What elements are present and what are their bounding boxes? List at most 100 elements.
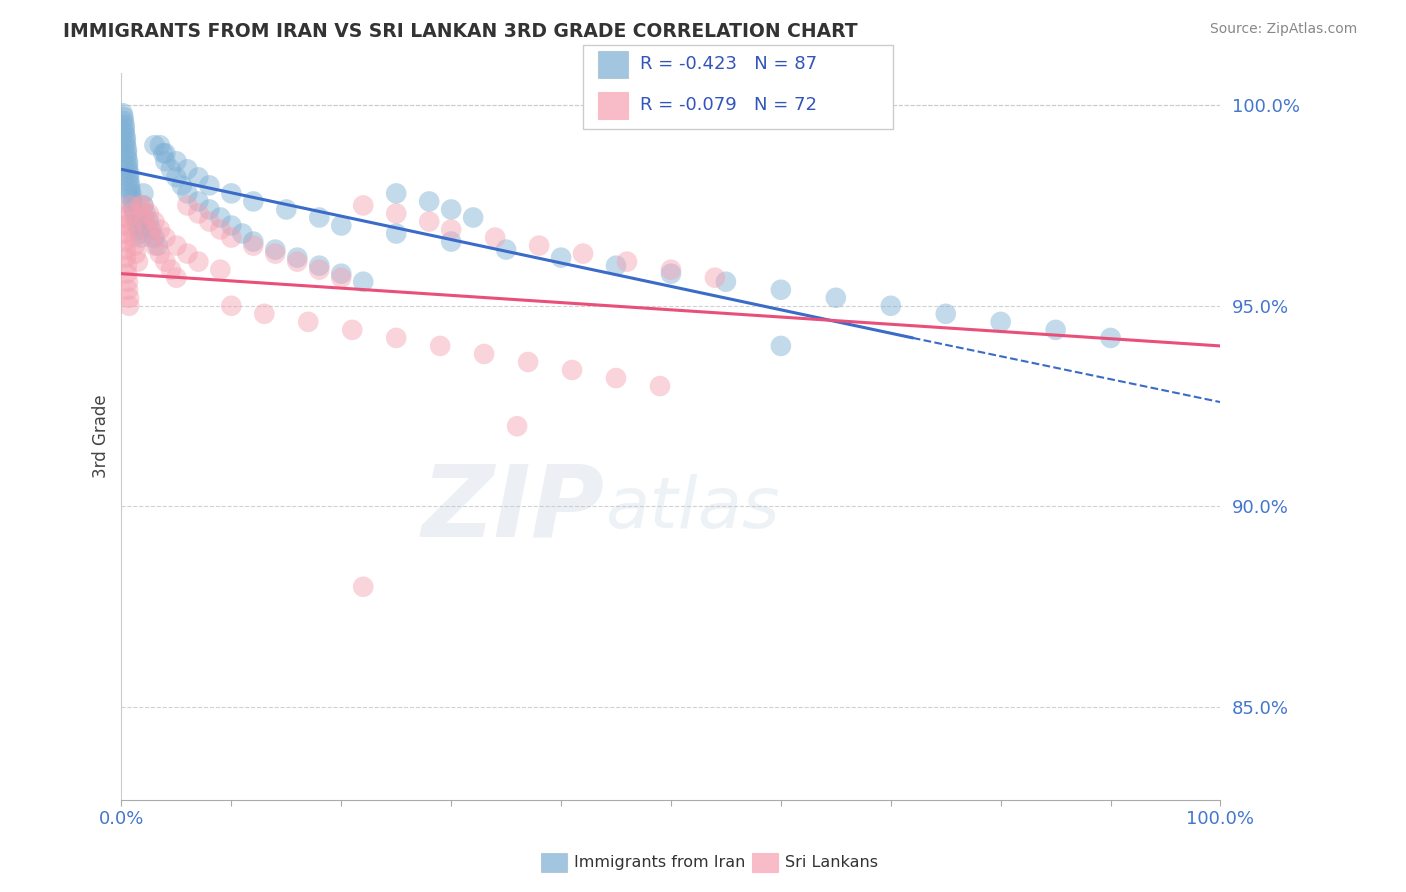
Point [495, 243, 517, 257]
Point [198, 202, 221, 217]
Point [605, 371, 627, 385]
Point [117, 162, 139, 177]
Point [152, 146, 174, 161]
Point [385, 227, 408, 241]
Point [149, 138, 172, 153]
Text: ZIP: ZIP [422, 460, 605, 558]
Point [308, 259, 330, 273]
Point [187, 254, 209, 268]
Point [506, 419, 529, 434]
Point [418, 214, 440, 228]
Point [1045, 323, 1067, 337]
Point [165, 238, 187, 252]
Point [121, 194, 143, 209]
Point [176, 198, 198, 212]
Point [135, 206, 157, 220]
Point [385, 331, 408, 345]
Point [824, 291, 846, 305]
Point [155, 154, 177, 169]
Point [176, 186, 198, 201]
Point [112, 114, 135, 128]
Point [129, 227, 152, 241]
Point [143, 214, 166, 228]
Point [125, 214, 148, 228]
Point [115, 146, 138, 161]
Text: atlas: atlas [605, 475, 780, 543]
Point [550, 251, 572, 265]
Point [120, 206, 142, 220]
Point [131, 206, 153, 220]
Point [127, 254, 149, 268]
Point [187, 194, 209, 209]
Point [714, 275, 737, 289]
Point [221, 219, 243, 233]
Point [124, 206, 146, 220]
Point [209, 222, 232, 236]
Point [330, 270, 353, 285]
Point [935, 307, 957, 321]
Point [124, 238, 146, 252]
Point [209, 262, 232, 277]
Point [308, 262, 330, 277]
Point [385, 186, 408, 201]
Point [138, 206, 160, 220]
Point [285, 251, 308, 265]
Point [120, 214, 142, 228]
Point [342, 323, 364, 337]
Point [155, 254, 177, 268]
Point [170, 178, 193, 193]
Point [115, 142, 138, 156]
Point [605, 259, 627, 273]
Point [198, 178, 221, 193]
Point [117, 154, 139, 169]
Point [139, 222, 162, 236]
Point [118, 170, 141, 185]
Point [125, 246, 148, 260]
Point [242, 194, 264, 209]
Point [517, 355, 540, 369]
Point [120, 178, 142, 193]
Text: IMMIGRANTS FROM IRAN VS SRI LANKAN 3RD GRADE CORRELATION CHART: IMMIGRANTS FROM IRAN VS SRI LANKAN 3RD G… [63, 22, 858, 41]
Point [440, 235, 463, 249]
Point [128, 222, 150, 236]
Point [114, 126, 136, 140]
Point [308, 211, 330, 225]
Point [527, 238, 550, 252]
Point [176, 162, 198, 177]
Point [352, 198, 374, 212]
Point [187, 170, 209, 185]
Point [122, 230, 145, 244]
Y-axis label: 3rd Grade: 3rd Grade [93, 394, 110, 478]
Point [440, 222, 463, 236]
Point [572, 246, 595, 260]
Point [231, 227, 253, 241]
Point [114, 118, 136, 132]
Text: Source: ZipAtlas.com: Source: ZipAtlas.com [1209, 22, 1357, 37]
Point [111, 211, 134, 225]
Point [115, 267, 138, 281]
Point [118, 174, 141, 188]
Point [115, 259, 138, 273]
Point [769, 339, 792, 353]
Point [165, 154, 187, 169]
Text: Immigrants from Iran: Immigrants from Iran [574, 855, 745, 870]
Point [149, 222, 172, 236]
Point [769, 283, 792, 297]
Point [112, 110, 135, 124]
Text: R = -0.423   N = 87: R = -0.423 N = 87 [640, 55, 817, 73]
Point [418, 194, 440, 209]
Point [146, 238, 169, 252]
Point [165, 270, 187, 285]
Point [209, 211, 232, 225]
Point [132, 198, 155, 212]
Point [264, 243, 287, 257]
Point [1099, 331, 1122, 345]
Point [880, 299, 903, 313]
Point [276, 202, 298, 217]
Point [198, 214, 221, 228]
Point [125, 211, 148, 225]
Point [330, 267, 353, 281]
Point [385, 206, 408, 220]
Point [242, 235, 264, 249]
Point [297, 315, 319, 329]
